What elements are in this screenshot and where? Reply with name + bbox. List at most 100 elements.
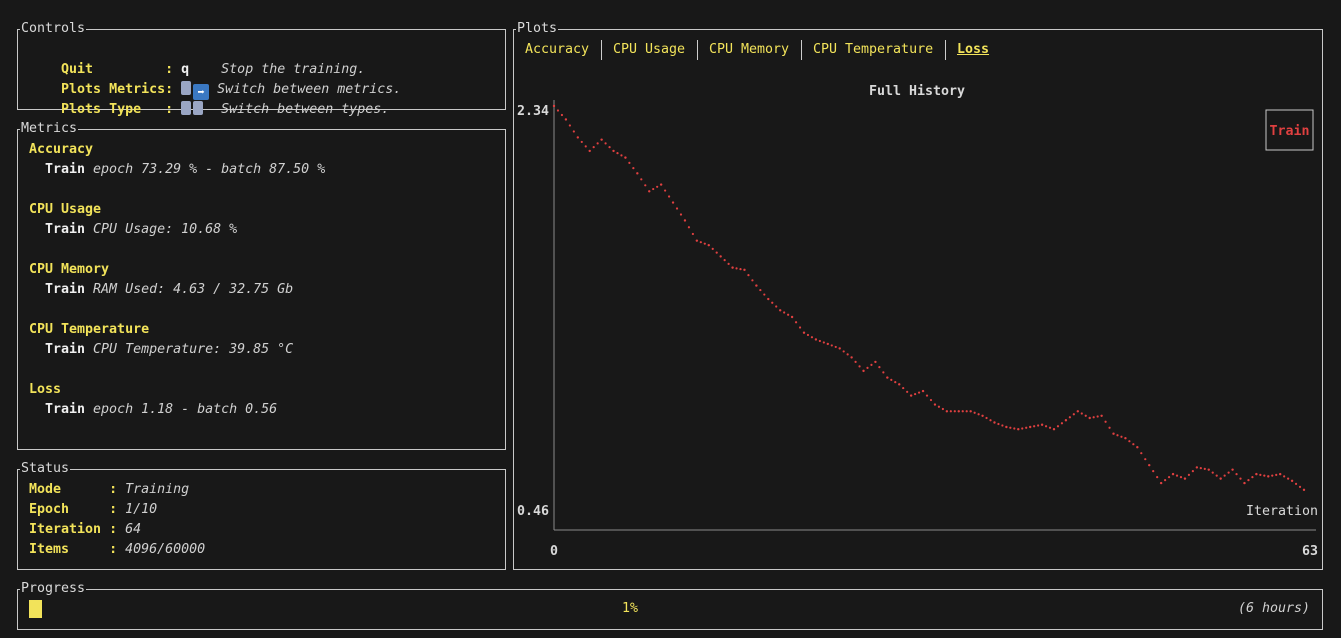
series-dot [806, 333, 810, 337]
series-dot [866, 366, 869, 369]
series-dot [818, 339, 821, 343]
data-point [1231, 468, 1234, 471]
metric-text: epoch 73.29 % - batch 87.50 % [93, 162, 326, 177]
data-point [1017, 428, 1020, 431]
series-dot [1152, 470, 1155, 473]
series-dot [794, 321, 798, 324]
series-dot [560, 113, 564, 117]
x-tick-label-min: 0 [550, 544, 558, 559]
series-dot [989, 419, 992, 422]
data-point [1267, 475, 1270, 478]
series-dot [906, 390, 909, 393]
status-row-iteration: Iteration : 64 [29, 520, 141, 540]
series-dot [798, 326, 802, 329]
series-dot [1068, 416, 1071, 419]
status-panel: Status Mode : Training Epoch : 1/10 Iter… [17, 460, 506, 570]
series-dot [739, 268, 742, 271]
series-dot [1108, 426, 1111, 429]
series-dot [632, 167, 635, 170]
tab-cpu-memory[interactable]: CPU Memory [709, 42, 790, 57]
data-point [648, 190, 651, 193]
series-dot [1044, 425, 1048, 428]
series-dot [973, 411, 976, 414]
series-dot [890, 378, 893, 381]
data-point [874, 360, 877, 364]
series-dot [616, 152, 619, 155]
series-dot [925, 394, 929, 397]
metric-value-cpu-usage: Train CPU Usage: 10.68 % [45, 220, 237, 240]
data-point [707, 243, 710, 247]
series-dot [1037, 424, 1040, 427]
data-point [552, 104, 556, 108]
status-key: Mode [29, 482, 102, 497]
data-point [755, 284, 758, 287]
series-dot [1013, 427, 1016, 430]
series-dot [937, 405, 941, 408]
series-dot [644, 184, 647, 187]
data-point [624, 156, 627, 159]
series-dot [699, 241, 702, 244]
series-dot [894, 380, 897, 384]
series-dot [715, 251, 718, 254]
data-point [1040, 423, 1044, 426]
y-tick-label-min: 0.46 [517, 504, 549, 519]
series-dot [965, 410, 968, 413]
data-point [1124, 437, 1127, 440]
series-dot [854, 360, 857, 363]
tab-separator [601, 40, 602, 60]
data-point [1112, 432, 1115, 435]
y-tick-label-max: 2.34 [517, 104, 549, 119]
metric-split: Train [45, 282, 86, 297]
series-dot [723, 259, 726, 262]
data-point [862, 369, 865, 373]
data-point [814, 338, 818, 341]
x-tick-label-max: 63 [1302, 544, 1318, 559]
series-dot [1056, 425, 1060, 428]
plots-panel: Plots Accuracy CPU Usage CPU Memory CPU … [513, 20, 1323, 570]
series-dot [822, 341, 825, 344]
series-dot [1156, 476, 1159, 479]
data-point [731, 266, 734, 269]
status-sep: : [109, 502, 126, 517]
progress-percent: 1% [622, 601, 639, 616]
status-sep: : [109, 482, 126, 497]
series-dot [747, 273, 750, 277]
series-dot [902, 386, 905, 390]
data-point [1195, 466, 1199, 469]
left-arrow-key-icon [181, 81, 192, 95]
tab-cpu-usage[interactable]: CPU Usage [613, 42, 686, 57]
series-dot [1021, 427, 1024, 430]
series-dot [914, 392, 917, 396]
series-dot [691, 232, 694, 236]
series-dot [1048, 426, 1052, 429]
tab-loss[interactable]: Loss [957, 42, 990, 57]
data-point [1148, 463, 1151, 467]
status-sep: : [109, 522, 126, 537]
series-dot [628, 161, 631, 164]
data-point [1243, 481, 1246, 485]
series-dot [929, 398, 933, 402]
tab-cpu-temperature[interactable]: CPU Temperature [813, 42, 934, 57]
data-point [1290, 479, 1294, 483]
series-dot [664, 189, 667, 192]
metric-text: epoch 1.18 - batch 0.56 [93, 402, 278, 417]
loss-chart: Full History 2.34 0.46 0 63 Iteration Train [517, 83, 1318, 559]
series-dot [941, 407, 944, 411]
data-point [564, 118, 568, 121]
metrics-title: Metrics [20, 120, 79, 138]
data-point [1171, 472, 1175, 476]
status-row-items: Items : 4096/60000 [29, 540, 205, 560]
series-dot [652, 187, 655, 191]
series-dot [977, 413, 980, 416]
series-dot [1191, 470, 1194, 473]
series-dot [882, 371, 885, 374]
data-point [588, 149, 591, 153]
status-key: Iteration [29, 522, 102, 537]
metric-name-cpu-usage: CPU Usage [29, 202, 102, 217]
data-point [778, 309, 782, 312]
control-sep: : [165, 82, 182, 97]
series-dot [1120, 435, 1123, 438]
series-dot [687, 226, 691, 229]
tab-accuracy[interactable]: Accuracy [525, 42, 590, 57]
series-dot [1203, 467, 1206, 470]
